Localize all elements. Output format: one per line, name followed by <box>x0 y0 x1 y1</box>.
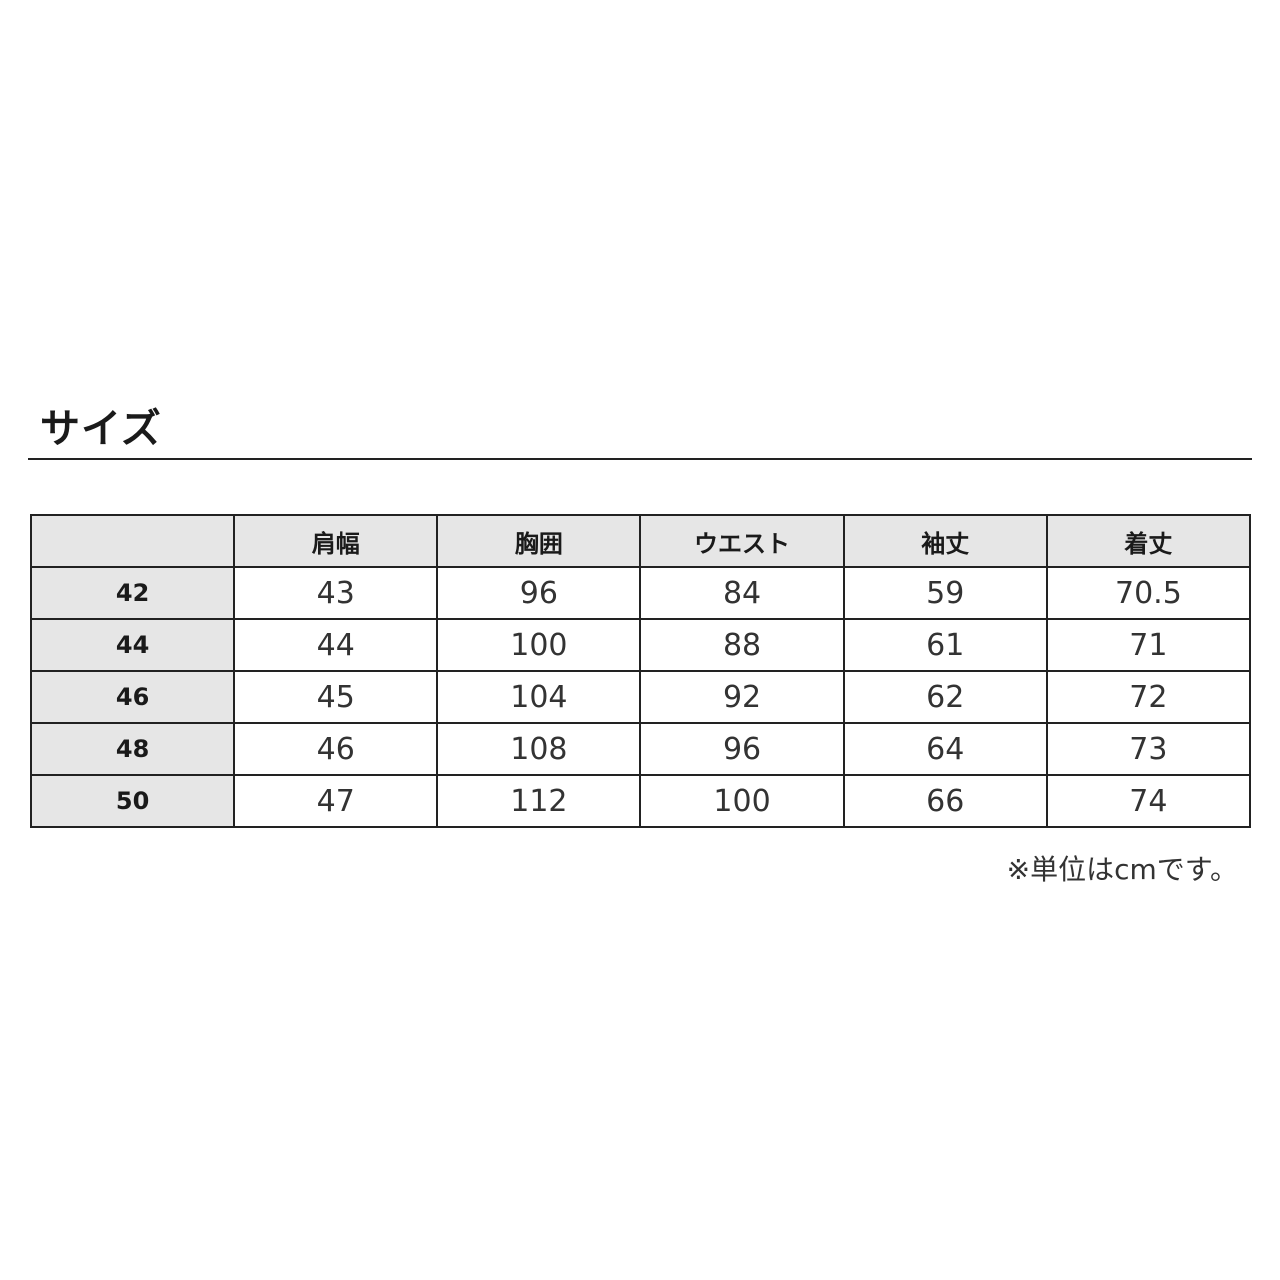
table-header-row: 肩幅 胸囲 ウエスト 袖丈 着丈 <box>29 514 1252 568</box>
table-cell: 112 <box>436 774 642 828</box>
table-cell: 84 <box>639 566 845 620</box>
table-cell: 74 <box>1045 774 1252 828</box>
table-row: 42 43 96 84 59 70.5 <box>29 566 1252 620</box>
table-cell: 96 <box>639 722 845 776</box>
table-cell: 108 <box>436 722 642 776</box>
table-cell: 88 <box>639 618 845 672</box>
table-cell: 44 <box>233 618 439 672</box>
table-cell: 100 <box>639 774 845 828</box>
size-label: 48 <box>29 722 236 776</box>
size-label: 42 <box>29 566 236 620</box>
header-length: 着丈 <box>1045 514 1252 568</box>
header-corner <box>29 514 236 568</box>
table-cell: 92 <box>639 670 845 724</box>
title-divider <box>28 458 1252 460</box>
size-table: 肩幅 胸囲 ウエスト 袖丈 着丈 42 43 96 84 59 70.5 44 44 100 88… <box>29 514 1252 828</box>
table-cell: 47 <box>233 774 439 828</box>
table-row: 48 46 108 96 64 73 <box>29 722 1252 776</box>
table-cell: 61 <box>842 618 1048 672</box>
table-row: 44 44 100 88 61 71 <box>29 618 1252 672</box>
table-row: 46 45 104 92 62 72 <box>29 670 1252 724</box>
table-cell: 70.5 <box>1045 566 1252 620</box>
table-cell: 43 <box>233 566 439 620</box>
table-cell: 62 <box>842 670 1048 724</box>
table-cell: 100 <box>436 618 642 672</box>
table-cell: 59 <box>842 566 1048 620</box>
table-cell: 71 <box>1045 618 1252 672</box>
header-waist: ウエスト <box>639 514 845 568</box>
table-cell: 104 <box>436 670 642 724</box>
table-cell: 64 <box>842 722 1048 776</box>
header-chest: 胸囲 <box>436 514 642 568</box>
table-cell: 45 <box>233 670 439 724</box>
header-shoulder: 肩幅 <box>233 514 439 568</box>
table-cell: 73 <box>1045 722 1252 776</box>
page-title: サイズ <box>40 406 162 452</box>
size-label: 44 <box>29 618 236 672</box>
table-cell: 72 <box>1045 670 1252 724</box>
table-cell: 46 <box>233 722 439 776</box>
size-label: 46 <box>29 670 236 724</box>
header-sleeve: 袖丈 <box>842 514 1048 568</box>
table-row: 50 47 112 100 66 74 <box>29 774 1252 828</box>
table-cell: 66 <box>842 774 1048 828</box>
size-label: 50 <box>29 774 236 828</box>
table-cell: 96 <box>436 566 642 620</box>
unit-note: ※単位はcmです。 <box>1006 853 1238 886</box>
